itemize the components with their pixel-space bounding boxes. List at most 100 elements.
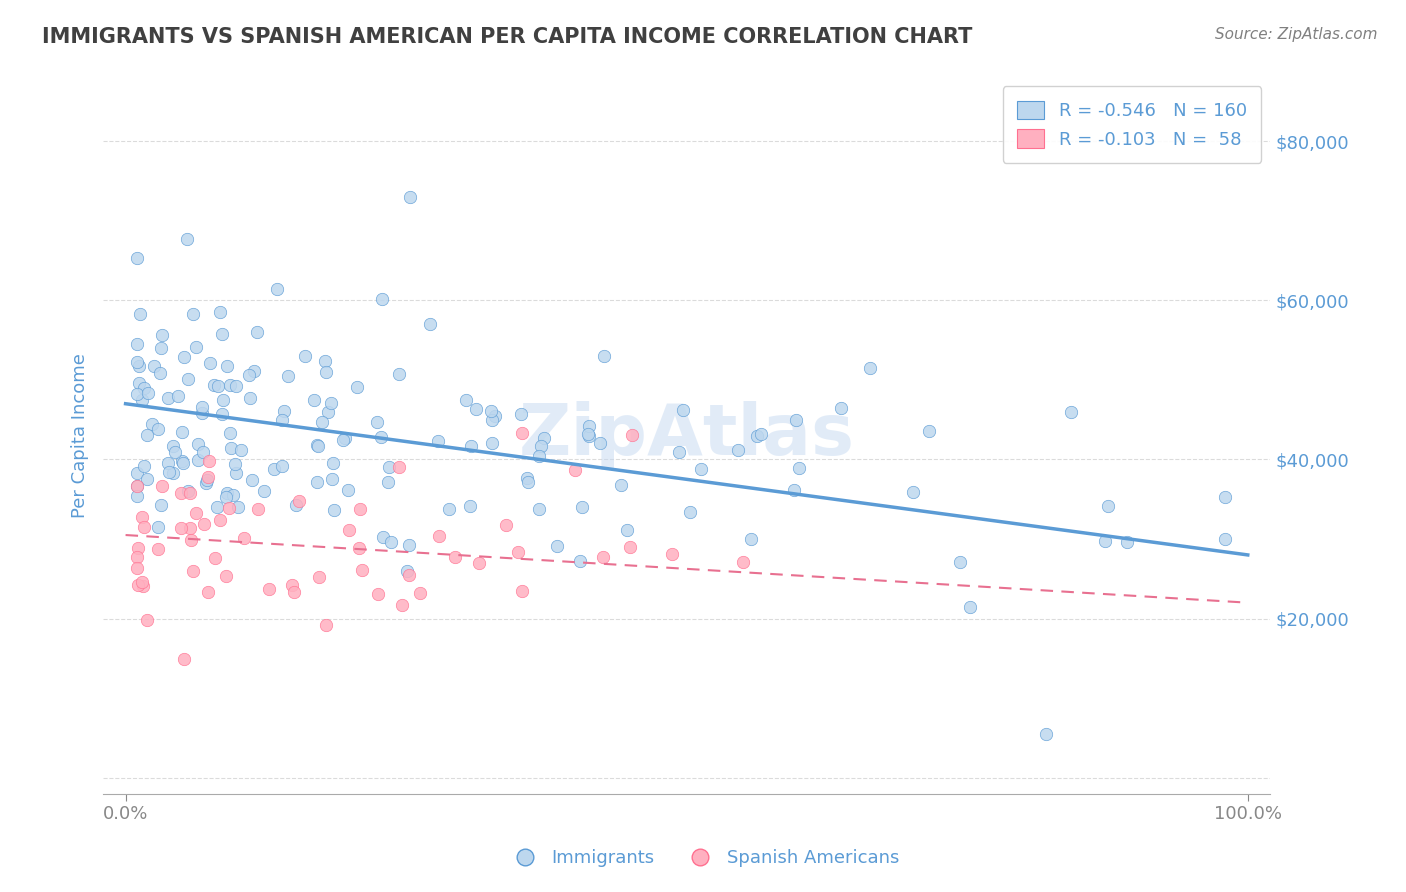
Point xyxy=(217,359,239,373)
Text: ZipAtlas: ZipAtlas xyxy=(519,401,855,470)
Point xyxy=(533,431,555,445)
Point xyxy=(125,560,148,574)
Point xyxy=(308,439,330,453)
Point xyxy=(128,376,150,391)
Point xyxy=(727,442,749,457)
Point xyxy=(134,381,156,395)
Point xyxy=(277,368,299,383)
Point xyxy=(460,439,482,453)
Point xyxy=(221,441,243,455)
Point xyxy=(207,379,229,393)
Point xyxy=(163,445,186,459)
Point xyxy=(616,523,638,537)
Point xyxy=(479,404,502,418)
Point xyxy=(380,534,402,549)
Point xyxy=(366,415,388,429)
Point xyxy=(233,531,256,545)
Point xyxy=(150,498,173,512)
Point xyxy=(219,378,242,392)
Point xyxy=(506,545,529,559)
Point xyxy=(481,436,503,450)
Point xyxy=(128,359,150,373)
Point xyxy=(132,579,155,593)
Point xyxy=(177,484,200,499)
Point xyxy=(529,449,551,463)
Point xyxy=(516,475,538,490)
Point xyxy=(156,391,179,405)
Point xyxy=(222,487,245,501)
Point xyxy=(512,426,534,441)
Point xyxy=(747,429,769,443)
Point xyxy=(592,549,614,564)
Point xyxy=(901,485,924,500)
Point xyxy=(589,436,612,450)
Point xyxy=(378,460,401,475)
Point xyxy=(1115,535,1137,549)
Point xyxy=(1060,405,1083,419)
Point xyxy=(270,459,292,474)
Point xyxy=(367,587,389,601)
Point xyxy=(170,521,193,535)
Point xyxy=(208,513,231,527)
Point xyxy=(481,413,503,427)
Point xyxy=(546,539,568,553)
Point xyxy=(1213,533,1236,547)
Point xyxy=(205,500,228,515)
Point xyxy=(197,454,219,468)
Point xyxy=(136,472,159,486)
Point xyxy=(661,547,683,561)
Point xyxy=(859,360,882,375)
Point xyxy=(396,564,419,578)
Point xyxy=(179,533,201,547)
Point xyxy=(1097,499,1119,513)
Point xyxy=(740,532,762,546)
Point xyxy=(409,585,432,599)
Point xyxy=(336,483,359,498)
Point xyxy=(458,500,481,514)
Point xyxy=(294,349,316,363)
Point xyxy=(787,461,810,475)
Point xyxy=(193,445,215,459)
Point xyxy=(195,473,218,487)
Point xyxy=(509,407,531,421)
Point xyxy=(179,485,201,500)
Point xyxy=(195,476,218,491)
Point xyxy=(830,401,852,415)
Point xyxy=(578,429,600,443)
Point xyxy=(749,427,772,442)
Point xyxy=(184,506,207,520)
Point xyxy=(571,500,593,515)
Point xyxy=(427,529,450,543)
Point xyxy=(246,325,269,339)
Point xyxy=(190,400,212,414)
Point xyxy=(620,428,643,442)
Point xyxy=(162,466,184,480)
Point xyxy=(373,530,395,544)
Legend: Immigrants, Spanish Americans: Immigrants, Spanish Americans xyxy=(499,842,907,874)
Point xyxy=(225,379,247,393)
Point xyxy=(285,499,308,513)
Point xyxy=(148,542,170,557)
Point xyxy=(437,502,460,516)
Point xyxy=(159,465,181,479)
Point xyxy=(187,436,209,450)
Point xyxy=(193,516,215,531)
Point xyxy=(918,425,941,439)
Point xyxy=(456,393,478,408)
Point xyxy=(150,327,173,342)
Point xyxy=(949,555,972,569)
Point xyxy=(1035,727,1057,741)
Point xyxy=(468,557,491,571)
Point xyxy=(148,422,170,436)
Point xyxy=(271,412,294,426)
Point xyxy=(377,475,399,490)
Point xyxy=(273,403,295,417)
Point xyxy=(181,564,204,578)
Point xyxy=(350,563,373,577)
Point xyxy=(167,389,190,403)
Point xyxy=(731,555,754,569)
Point xyxy=(564,462,586,476)
Point xyxy=(211,326,233,341)
Point xyxy=(1094,533,1116,548)
Point xyxy=(172,425,194,439)
